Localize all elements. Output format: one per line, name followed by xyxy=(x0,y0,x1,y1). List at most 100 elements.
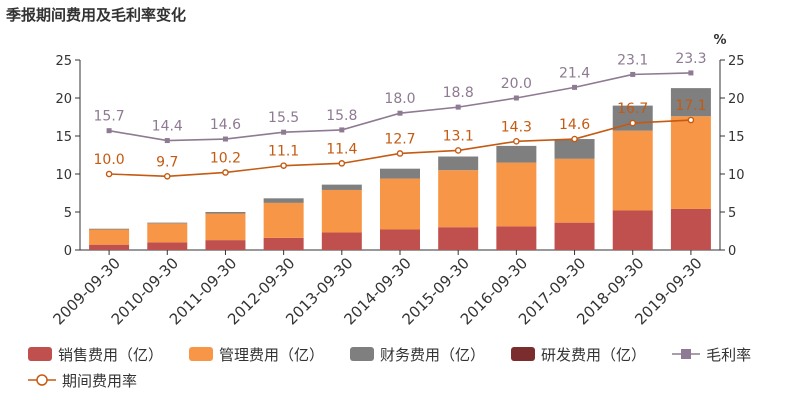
legend-line-marker xyxy=(28,374,56,386)
legend-line-marker xyxy=(672,349,701,359)
bar-segment-2 xyxy=(89,229,130,245)
legend-item[interactable]: 期间费用率 xyxy=(28,370,137,390)
legend-label: 毛利率 xyxy=(706,345,752,364)
line-1-point xyxy=(106,128,112,134)
y-tick-label: 15 xyxy=(55,130,72,145)
legend: 销售费用（亿） 管理费用（亿） 财务费用（亿） 研发费用（亿） 毛利率期间费用率 xyxy=(28,344,798,390)
line-2-point xyxy=(105,170,113,178)
line-1-point xyxy=(339,127,345,133)
bar-segment-3 xyxy=(670,88,711,117)
line-series-2 xyxy=(109,119,691,178)
line-2-point xyxy=(454,147,462,154)
line-2-point xyxy=(571,135,578,143)
bar-segment-2 xyxy=(380,178,420,230)
line-1-point xyxy=(572,84,578,90)
bar-segment-2 xyxy=(496,162,537,227)
line-2-data-label: 16.7 xyxy=(617,101,648,117)
line-2-data-label: 14.3 xyxy=(501,119,532,135)
y-tick-label: 25 xyxy=(55,54,72,69)
legend-item[interactable]: 研发费用（亿） xyxy=(511,344,646,364)
bar-segment-2 xyxy=(554,158,595,223)
bar-segment-3 xyxy=(321,184,362,190)
bar-segment-3 xyxy=(554,139,595,159)
bar-segment-1 xyxy=(380,229,420,250)
bar-segment-3 xyxy=(147,222,188,224)
bar-segment-2 xyxy=(612,130,653,211)
legend-label: 期间费用率 xyxy=(62,371,138,390)
y2-tick-label: 25 xyxy=(728,54,745,69)
bar-segment-3 xyxy=(380,168,420,179)
y2-tick-label: 15 xyxy=(728,130,745,145)
line-1-data-label: 15.8 xyxy=(326,108,357,124)
y-tick-label: 10 xyxy=(55,168,72,183)
bar-segment-1 xyxy=(263,237,304,250)
bar-segment-3 xyxy=(89,228,130,230)
bar-segment-1 xyxy=(321,232,362,250)
line-2-point xyxy=(513,138,520,145)
line-1-point xyxy=(222,136,228,142)
y2-unit-label: % xyxy=(713,33,726,48)
line-2-data-label: 11.1 xyxy=(268,144,299,160)
legend-item[interactable]: 财务费用（亿） xyxy=(350,344,485,364)
line-1-point xyxy=(688,70,694,76)
line-1-point xyxy=(281,129,287,135)
bar-segment-2 xyxy=(205,213,246,241)
line-2-data-label: 13.1 xyxy=(443,128,474,144)
y-tick-label: 20 xyxy=(55,92,72,107)
bar-segment-1 xyxy=(612,210,653,250)
line-1-point xyxy=(455,104,461,110)
bar-segment-1 xyxy=(147,242,188,250)
line-2-data-label: 10.2 xyxy=(210,150,241,166)
bar-segment-3 xyxy=(438,156,479,171)
bar-segment-3 xyxy=(263,198,304,203)
line-2-data-label: 17.1 xyxy=(675,98,706,114)
y2-tick-label: 20 xyxy=(728,92,745,107)
y-tick-label: 0 xyxy=(64,244,72,259)
line-1-data-label: 23.3 xyxy=(675,51,706,67)
line-1-data-label: 15.5 xyxy=(268,110,299,126)
bar-segment-2 xyxy=(670,116,711,209)
legend-swatch xyxy=(350,347,375,361)
bar-segment-1 xyxy=(205,240,246,250)
line-2-point xyxy=(280,162,287,169)
legend-item[interactable]: 管理费用（亿） xyxy=(189,344,324,364)
legend-label: 销售费用（亿） xyxy=(58,345,164,364)
line-1-data-label: 14.4 xyxy=(152,119,183,135)
line-1-point xyxy=(164,138,170,144)
chart-title: 季报期间费用及毛利率变化 xyxy=(6,6,187,24)
bar-segment-1 xyxy=(670,208,711,250)
bar-segment-1 xyxy=(554,222,595,250)
line-2-point xyxy=(396,150,404,157)
legend-item[interactable]: 毛利率 xyxy=(672,344,751,364)
bar-segment-3 xyxy=(496,145,537,163)
legend-swatch xyxy=(511,347,536,361)
line-2-point xyxy=(222,169,229,176)
legend-swatch xyxy=(28,347,52,361)
bar-segment-2 xyxy=(321,189,362,233)
line-1-data-label: 14.6 xyxy=(210,117,241,133)
line-1-point xyxy=(397,110,403,116)
line-1-data-label: 18.0 xyxy=(384,91,415,107)
line-1-data-label: 21.4 xyxy=(559,65,590,81)
line-1-data-label: 18.8 xyxy=(443,85,474,101)
y2-tick-label: 0 xyxy=(728,244,736,259)
y2-tick-label: 10 xyxy=(728,168,745,183)
line-1-data-label: 20.0 xyxy=(501,76,532,92)
legend-label: 管理费用（亿） xyxy=(219,345,325,364)
line-2-data-label: 14.6 xyxy=(559,117,590,133)
line-1-data-label: 23.1 xyxy=(617,52,648,68)
line-2-point xyxy=(629,119,637,127)
bar-segment-1 xyxy=(438,227,479,250)
legend-item[interactable]: 销售费用（亿） xyxy=(28,344,163,364)
line-2-point xyxy=(163,172,171,180)
bar-segment-3 xyxy=(205,212,246,214)
line-1-data-label: 15.7 xyxy=(94,109,125,125)
y-tick-label: 5 xyxy=(64,206,72,221)
line-2-data-label: 11.4 xyxy=(326,141,357,157)
legend-swatch xyxy=(189,347,214,361)
line-1-point xyxy=(513,95,519,101)
line-2-point xyxy=(687,116,695,124)
line-2-data-label: 9.7 xyxy=(156,154,178,170)
legend-label: 财务费用（亿） xyxy=(380,345,486,364)
